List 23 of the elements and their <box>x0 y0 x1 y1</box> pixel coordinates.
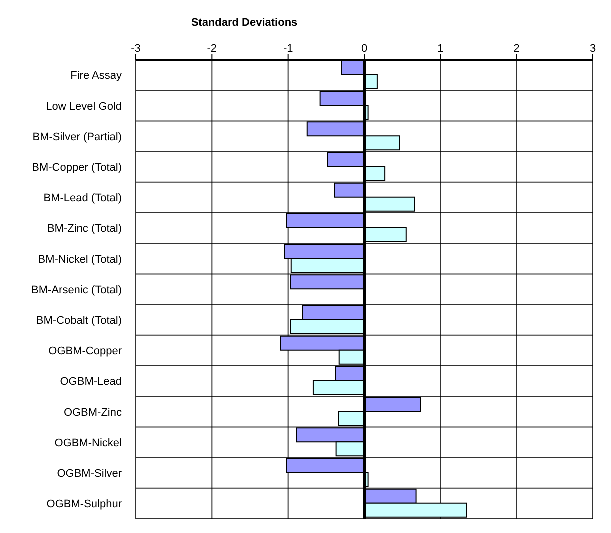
y-tick-label: BM-Lead (Total) <box>44 192 122 205</box>
y-tick-label: OGBM-Silver <box>57 468 122 480</box>
y-tick-label: BM-Cobalt (Total) <box>36 315 122 328</box>
y-tick-label: OGBM-Copper <box>48 346 122 358</box>
x-tick-label: 3 <box>590 43 596 55</box>
x-tick-label: 2 <box>514 43 520 55</box>
x-tick-label: -3 <box>131 43 141 55</box>
x-tick-label: -2 <box>207 43 218 55</box>
x-tick-label: 0 <box>361 43 368 55</box>
y-tick-label: OGBM-Sulphur <box>46 498 122 511</box>
y-tick-label: BM-Nickel (Total) <box>38 254 122 266</box>
y-tick-label: Fire Assay <box>70 70 122 82</box>
y-tick-label: BM-Zinc (Total) <box>47 223 122 236</box>
y-tick-label: BM-Silver (Partial) <box>32 131 122 144</box>
x-tick-label: 1 <box>438 43 444 55</box>
y-tick-label: OGBM-Lead <box>60 376 122 388</box>
y-tick-label: BM-Arsenic (Total) <box>32 284 122 296</box>
y-tick-label: OGBM-Zinc <box>64 406 122 419</box>
y-tick-label: BM-Copper (Total) <box>32 162 122 174</box>
x-axis-title: Standard Deviations <box>191 17 298 29</box>
y-tick-label: Low Level Gold <box>46 100 122 113</box>
y-tick-label: OGBM-Nickel <box>54 437 122 450</box>
x-tick-label: -1 <box>283 43 294 55</box>
